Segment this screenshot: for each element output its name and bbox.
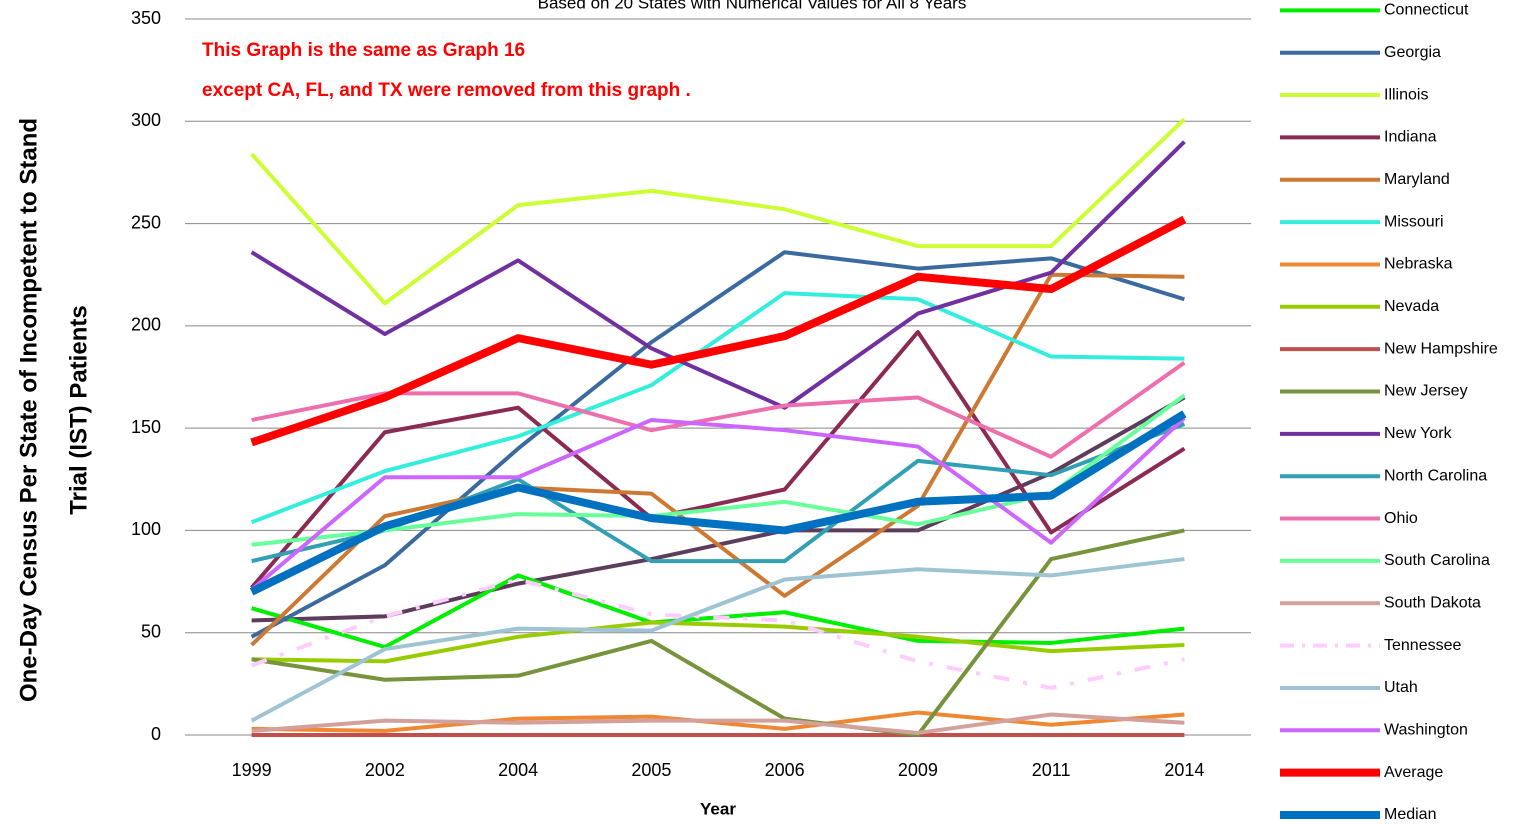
y-tick-label: 350 xyxy=(131,8,161,28)
legend-label: Indiana xyxy=(1384,129,1437,146)
y-axis-label: One-Day Census Per State of Incompetent … xyxy=(15,118,42,702)
legend-label: Connecticut xyxy=(1384,2,1469,19)
series-line xyxy=(250,215,1187,447)
series-line xyxy=(251,620,1185,664)
series-line xyxy=(250,272,1185,647)
y-tick-label: 100 xyxy=(131,519,161,539)
series-line xyxy=(251,710,1185,733)
legend-label: South Carolina xyxy=(1384,552,1490,569)
x-tick-label: 2009 xyxy=(898,760,938,780)
legend-label: Georgia xyxy=(1384,44,1441,61)
legend-label: New Hampshire xyxy=(1384,340,1498,357)
legend-label: North Carolina xyxy=(1384,467,1487,484)
series-line xyxy=(250,577,1185,690)
x-tick-label: 1999 xyxy=(232,760,272,780)
series-line xyxy=(250,557,1185,723)
annotation: except CA, FL, and TX were removed from … xyxy=(202,80,691,101)
series-line xyxy=(250,329,1186,590)
chart-title: Based on 20 States with Numerical Values… xyxy=(538,0,967,12)
series-line xyxy=(250,250,1185,639)
x-tick-label: 2002 xyxy=(365,760,405,780)
x-tick-label: 2011 xyxy=(1032,760,1071,780)
x-tick-label: 2006 xyxy=(765,760,805,780)
series-line xyxy=(250,291,1185,525)
annotation: This Graph is the same as Graph 16 xyxy=(202,40,525,61)
legend-label: Illinois xyxy=(1384,86,1428,103)
legend-label: Nebraska xyxy=(1384,256,1453,273)
x-tick-label: 2004 xyxy=(498,760,538,780)
x-axis-label: Year xyxy=(700,799,736,818)
legend-label: New Jersey xyxy=(1384,383,1468,400)
y-axis-label: Trial (IST) Patients xyxy=(65,305,92,514)
legend-label: Utah xyxy=(1384,679,1418,696)
y-tick-label: 300 xyxy=(131,110,161,130)
legend-label: Average xyxy=(1384,764,1443,781)
series-line xyxy=(249,410,1187,596)
y-tick-label: 50 xyxy=(141,621,161,641)
legend-label: Median xyxy=(1384,806,1436,823)
series-line xyxy=(250,140,1186,410)
legend-label: Nevada xyxy=(1384,298,1439,315)
y-tick-label: 0 xyxy=(151,724,161,744)
x-tick-label: 2005 xyxy=(631,760,671,780)
legend-label: South Dakota xyxy=(1384,594,1481,611)
x-tick-label: 2014 xyxy=(1164,760,1204,780)
series-line xyxy=(250,416,1186,592)
series-line xyxy=(251,573,1185,650)
series-line xyxy=(251,528,1185,737)
series-line xyxy=(251,712,1185,735)
y-tick-label: 200 xyxy=(131,315,161,335)
legend-label: Tennessee xyxy=(1384,637,1461,654)
legend-label: Maryland xyxy=(1384,171,1450,188)
legend-label: New York xyxy=(1384,425,1453,442)
series-line xyxy=(251,361,1186,459)
series-line xyxy=(250,117,1186,306)
legend-label: Ohio xyxy=(1384,510,1418,527)
legend-label: Missouri xyxy=(1384,213,1444,230)
legend-label: Washington xyxy=(1384,722,1468,739)
y-tick-label: 250 xyxy=(131,212,161,232)
y-tick-label: 150 xyxy=(131,417,161,437)
